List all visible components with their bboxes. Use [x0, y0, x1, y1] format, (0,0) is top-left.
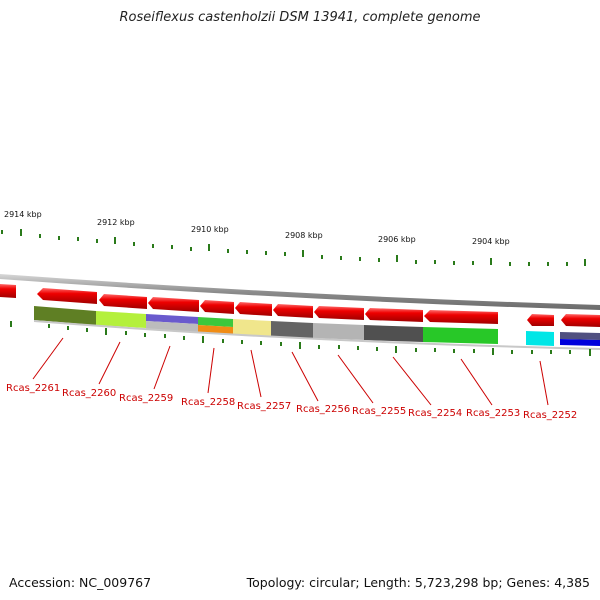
cds-arrow — [235, 302, 272, 316]
cog-block — [423, 327, 498, 344]
kbp-label: 2906 kbp — [378, 235, 416, 244]
gene-label: Rcas_2261 — [6, 383, 60, 394]
cog-block — [313, 323, 364, 340]
cds-arrow — [314, 306, 364, 320]
cog-track — [34, 306, 600, 350]
kbp-label: 2904 kbp — [472, 237, 510, 246]
gene-label: Rcas_2252 — [523, 410, 577, 421]
cog-block — [271, 321, 313, 338]
scale-ticks — [1, 229, 586, 266]
cds-arrow — [37, 288, 97, 304]
cds-arrow — [99, 294, 147, 309]
cog-block — [96, 311, 146, 328]
gene-label: Rcas_2256 — [296, 404, 350, 415]
cog-block — [364, 325, 423, 342]
gene-label: Rcas_2254 — [408, 408, 462, 419]
cog-block — [34, 306, 96, 325]
cog-block — [233, 319, 271, 336]
cds-arrow — [527, 314, 554, 326]
cog-block — [560, 332, 600, 340]
gene-labels: Rcas_2261 Rcas_2260 Rcas_2259 Rcas_2258 … — [6, 383, 577, 421]
cds-arrow — [148, 297, 199, 312]
gene-label: Rcas_2258 — [181, 397, 235, 408]
inner-ticks — [10, 321, 591, 356]
cds-arrow — [200, 300, 234, 314]
cog-block — [198, 317, 233, 327]
cds-arrow — [561, 314, 600, 327]
cds-arrow — [0, 284, 16, 298]
label-leaders — [32, 337, 549, 406]
cog-block — [526, 331, 554, 346]
cds-arrow — [424, 310, 498, 324]
accession-text: Accession: NC_009767 — [9, 575, 152, 590]
kbp-label: 2908 kbp — [285, 231, 323, 240]
gene-label: Rcas_2259 — [119, 393, 173, 404]
gene-label: Rcas_2253 — [466, 408, 520, 419]
cds-arrow — [365, 308, 423, 322]
cds-arrow — [273, 304, 313, 318]
cds-track — [0, 284, 600, 327]
genome-summary-text: Topology: circular; Length: 5,723,298 bp… — [246, 575, 590, 590]
cog-block — [560, 339, 600, 346]
kbp-label: 2910 kbp — [191, 225, 229, 234]
genome-title: Roseiflexus castenholzii DSM 13941, comp… — [119, 10, 481, 25]
gene-label: Rcas_2260 — [62, 388, 116, 399]
cog-block — [198, 325, 233, 334]
kbp-label: 2912 kbp — [97, 218, 135, 227]
cog-block — [146, 314, 198, 324]
gene-label: Rcas_2257 — [237, 401, 291, 412]
genome-backbone — [0, 274, 600, 310]
kbp-label: 2914 kbp — [4, 210, 42, 219]
gene-label: Rcas_2255 — [352, 406, 406, 417]
